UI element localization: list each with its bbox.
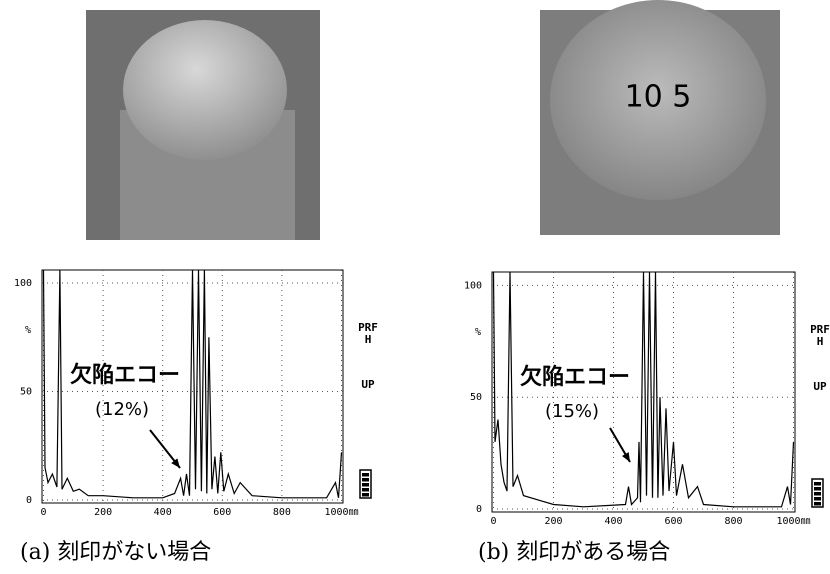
y-unit: % — [25, 325, 31, 336]
battery-cell — [362, 478, 369, 482]
battery-cell — [814, 502, 821, 506]
x-tick-label: 800 — [724, 516, 742, 527]
battery-cell — [814, 482, 821, 486]
side-label: UP — [813, 380, 827, 393]
y-unit: % — [475, 327, 481, 338]
x-tick-label: 0 — [490, 516, 496, 527]
x-tick-label: 1000㎜ — [776, 516, 810, 527]
caption: (b) 刻印がある場合 — [478, 540, 670, 565]
y-tick-label: 0 — [476, 504, 482, 515]
side-label: UP — [361, 378, 375, 391]
photo-right: 10 5 — [540, 0, 780, 235]
x-tick-label: 400 — [604, 516, 622, 527]
annotation: 欠陥エコー — [70, 362, 180, 388]
photo-left — [86, 10, 320, 240]
x-tick-label: 400 — [154, 507, 172, 518]
annotation-value: (15%) — [545, 401, 599, 422]
x-tick-label: 0 — [40, 507, 46, 518]
x-tick-label: 600 — [664, 516, 682, 527]
battery-cell — [814, 492, 821, 496]
y-tick-label: 100 — [14, 278, 32, 289]
y-tick-label: 100 — [464, 280, 482, 291]
battery-cell — [814, 487, 821, 491]
x-tick-label: 800 — [273, 507, 291, 518]
annotation-value: (12%) — [95, 399, 149, 420]
battery-cell — [814, 497, 821, 501]
x-tick-label: 1000㎜ — [324, 507, 358, 518]
battery-cell — [362, 473, 369, 477]
side-label: H — [817, 335, 824, 348]
caption: (a) 刻印がない場合 — [20, 540, 211, 565]
x-tick-label: 600 — [213, 507, 231, 518]
annotation: 欠陥エコー — [520, 364, 630, 390]
x-tick-label: 200 — [94, 507, 112, 518]
y-tick-label: 50 — [470, 392, 482, 403]
side-label: H — [365, 333, 372, 346]
svg-text:10 5: 10 5 — [625, 80, 692, 115]
x-tick-label: 200 — [544, 516, 562, 527]
y-tick-label: 0 — [26, 495, 32, 506]
battery-cell — [362, 488, 369, 492]
battery-cell — [362, 483, 369, 487]
y-tick-label: 50 — [20, 387, 32, 398]
figure: 10 5 02004006008001000㎜050100%PRFHUP欠陥エコ… — [0, 0, 830, 574]
battery-cell — [362, 493, 369, 497]
